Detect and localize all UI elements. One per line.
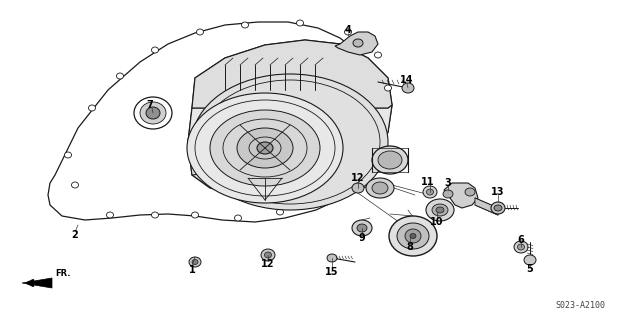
- Text: S023-A2100: S023-A2100: [555, 300, 605, 309]
- Polygon shape: [188, 40, 392, 198]
- Text: 4: 4: [344, 25, 351, 35]
- Text: 2: 2: [72, 230, 78, 240]
- Polygon shape: [48, 22, 388, 222]
- Ellipse shape: [241, 22, 248, 28]
- Ellipse shape: [352, 220, 372, 236]
- Ellipse shape: [187, 93, 343, 203]
- Ellipse shape: [234, 215, 241, 221]
- Ellipse shape: [357, 224, 367, 232]
- Ellipse shape: [353, 39, 363, 47]
- Ellipse shape: [264, 252, 271, 258]
- Text: 11: 11: [421, 177, 435, 187]
- Ellipse shape: [436, 207, 444, 213]
- Ellipse shape: [152, 47, 159, 53]
- Ellipse shape: [312, 195, 319, 201]
- Text: 7: 7: [147, 100, 154, 110]
- Ellipse shape: [372, 182, 388, 194]
- Ellipse shape: [514, 241, 528, 253]
- Text: 15: 15: [325, 267, 339, 277]
- Ellipse shape: [261, 249, 275, 261]
- Ellipse shape: [257, 142, 273, 154]
- Ellipse shape: [405, 229, 421, 243]
- Ellipse shape: [65, 152, 72, 158]
- Ellipse shape: [426, 199, 454, 221]
- Ellipse shape: [491, 202, 505, 214]
- Ellipse shape: [237, 128, 293, 168]
- Polygon shape: [475, 198, 498, 215]
- Ellipse shape: [352, 183, 364, 193]
- Ellipse shape: [152, 212, 159, 218]
- Ellipse shape: [296, 20, 303, 26]
- Ellipse shape: [191, 212, 198, 218]
- Ellipse shape: [140, 102, 166, 124]
- Polygon shape: [188, 105, 392, 175]
- Ellipse shape: [465, 188, 475, 196]
- Ellipse shape: [146, 107, 160, 119]
- Text: FR.: FR.: [55, 269, 70, 278]
- Ellipse shape: [346, 167, 353, 173]
- Ellipse shape: [116, 73, 124, 79]
- Ellipse shape: [276, 209, 284, 215]
- Ellipse shape: [524, 255, 536, 265]
- Ellipse shape: [366, 178, 394, 198]
- Polygon shape: [22, 278, 52, 288]
- Ellipse shape: [389, 216, 437, 256]
- Ellipse shape: [196, 29, 204, 35]
- Ellipse shape: [192, 74, 388, 210]
- Text: 10: 10: [430, 217, 444, 227]
- Ellipse shape: [432, 204, 448, 216]
- Text: 1: 1: [189, 265, 195, 275]
- Ellipse shape: [385, 85, 392, 91]
- Ellipse shape: [106, 212, 113, 218]
- Ellipse shape: [134, 97, 172, 129]
- Ellipse shape: [443, 190, 453, 198]
- Text: 14: 14: [400, 75, 413, 85]
- Ellipse shape: [494, 205, 502, 211]
- Ellipse shape: [410, 234, 416, 239]
- Text: 13: 13: [492, 187, 505, 197]
- Text: 6: 6: [518, 235, 524, 245]
- Ellipse shape: [402, 83, 414, 93]
- Ellipse shape: [423, 186, 437, 198]
- Ellipse shape: [518, 244, 525, 250]
- Ellipse shape: [344, 29, 351, 35]
- Ellipse shape: [88, 105, 95, 111]
- Ellipse shape: [378, 151, 402, 169]
- Text: 3: 3: [445, 178, 451, 188]
- Text: 12: 12: [261, 259, 275, 269]
- Ellipse shape: [192, 259, 198, 264]
- Polygon shape: [192, 40, 392, 108]
- Text: 9: 9: [358, 233, 365, 243]
- Ellipse shape: [210, 110, 320, 186]
- Ellipse shape: [327, 254, 337, 262]
- Text: 5: 5: [527, 264, 533, 274]
- Ellipse shape: [372, 146, 408, 174]
- Ellipse shape: [426, 189, 433, 195]
- Text: 12: 12: [351, 173, 365, 183]
- Polygon shape: [444, 183, 478, 208]
- Polygon shape: [335, 32, 378, 55]
- Text: 8: 8: [406, 242, 413, 252]
- Ellipse shape: [374, 52, 381, 58]
- Ellipse shape: [371, 132, 378, 138]
- Ellipse shape: [72, 182, 79, 188]
- Ellipse shape: [189, 257, 201, 267]
- Ellipse shape: [397, 223, 429, 249]
